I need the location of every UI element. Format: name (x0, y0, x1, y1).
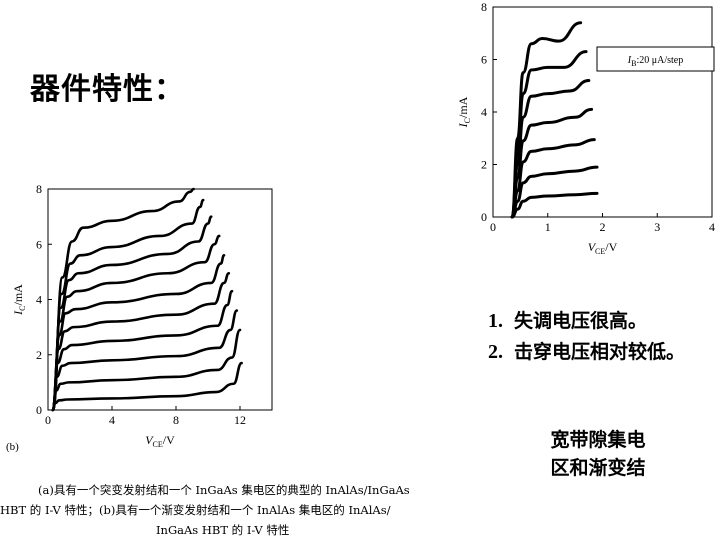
iv-curve (51, 254, 226, 412)
iv-curve (51, 215, 213, 412)
iv-curve (510, 21, 583, 219)
point-text: 击穿电压相对较低。 (514, 341, 686, 363)
iv-curve (510, 107, 594, 219)
y-axis-label: IC/mA (456, 96, 472, 128)
y-tick-label: 2 (36, 348, 42, 362)
y-tick-label: 6 (481, 53, 487, 67)
point-item: 1. 失调电压很高。 (488, 306, 713, 337)
x-tick-label: 4 (109, 413, 115, 427)
y-tick-label: 6 (36, 237, 42, 251)
y-axis-label: IC/mA (11, 284, 27, 316)
y-tick-label: 4 (36, 293, 42, 307)
iv-curve (510, 138, 596, 219)
iv-curve (51, 271, 231, 412)
x-tick-label: 0 (490, 220, 496, 234)
figure-caption: (a)具有一个突变发射结和一个 InGaAs 集电区的典型的 InAlAs/In… (0, 480, 500, 540)
x-axis-label: VCE/V (145, 433, 175, 449)
legend-text: IB:20 μA/step (627, 55, 683, 68)
iv-curve (510, 79, 591, 219)
iv-curve (51, 328, 242, 412)
x-tick-label: 12 (234, 413, 246, 427)
note: 宽带隙集电 区和渐变结 (523, 426, 673, 482)
point-item: 2. 击穿电压相对较低。 (488, 337, 713, 368)
legend-box (596, 46, 715, 72)
iv-curve (51, 309, 239, 412)
x-axis-label: VCE/V (588, 240, 618, 256)
chart-a: 0 1 2 3 4 0 2 4 6 8 VCE/V IC/mA IB:20 μA/step (456, 0, 715, 256)
x-tick-label: 0 (45, 413, 51, 427)
y-tick-label: 0 (36, 403, 42, 417)
x-tick-label: 2 (600, 220, 606, 234)
y-tick-label: 2 (481, 158, 487, 172)
x-tick-label: 3 (654, 220, 660, 234)
caption-line: HBT 的 I-V 特性；(b)具有一个渐变发射结和一个 InAlAs 集电区的… (0, 503, 391, 517)
iv-curve (51, 289, 234, 412)
panel-b-tag: (b) (6, 441, 19, 453)
key-points: 1. 失调电压很高。 2. 击穿电压相对较低。 (488, 306, 713, 368)
y-tick-label: 8 (481, 0, 487, 14)
slide-title: 器件特性： (30, 72, 185, 107)
iv-curve (51, 187, 195, 412)
x-tick-label: 4 (709, 220, 715, 234)
point-number: 2. (488, 341, 503, 363)
iv-curve (51, 361, 243, 412)
x-tick-label: 8 (173, 413, 179, 427)
note-line: 区和渐变结 (550, 457, 646, 479)
iv-curve (51, 234, 221, 412)
point-number: 1. (488, 310, 503, 332)
iv-curve (510, 191, 599, 219)
caption-line: (a)具有一个突变发射结和一个 InGaAs 集电区的典型的 InAlAs/In… (38, 483, 410, 497)
note-line: 宽带隙集电 (550, 429, 646, 451)
x-tick-label: 1 (545, 220, 551, 234)
y-tick-label: 4 (481, 105, 487, 119)
iv-curve (510, 165, 599, 219)
point-text: 失调电压很高。 (514, 310, 648, 332)
y-tick-label: 0 (481, 210, 487, 224)
y-tick-label: 8 (36, 182, 42, 196)
caption-line: InGaAs HBT 的 I-V 特性 (156, 523, 290, 537)
iv-curve (51, 198, 205, 412)
iv-curve (510, 50, 588, 219)
